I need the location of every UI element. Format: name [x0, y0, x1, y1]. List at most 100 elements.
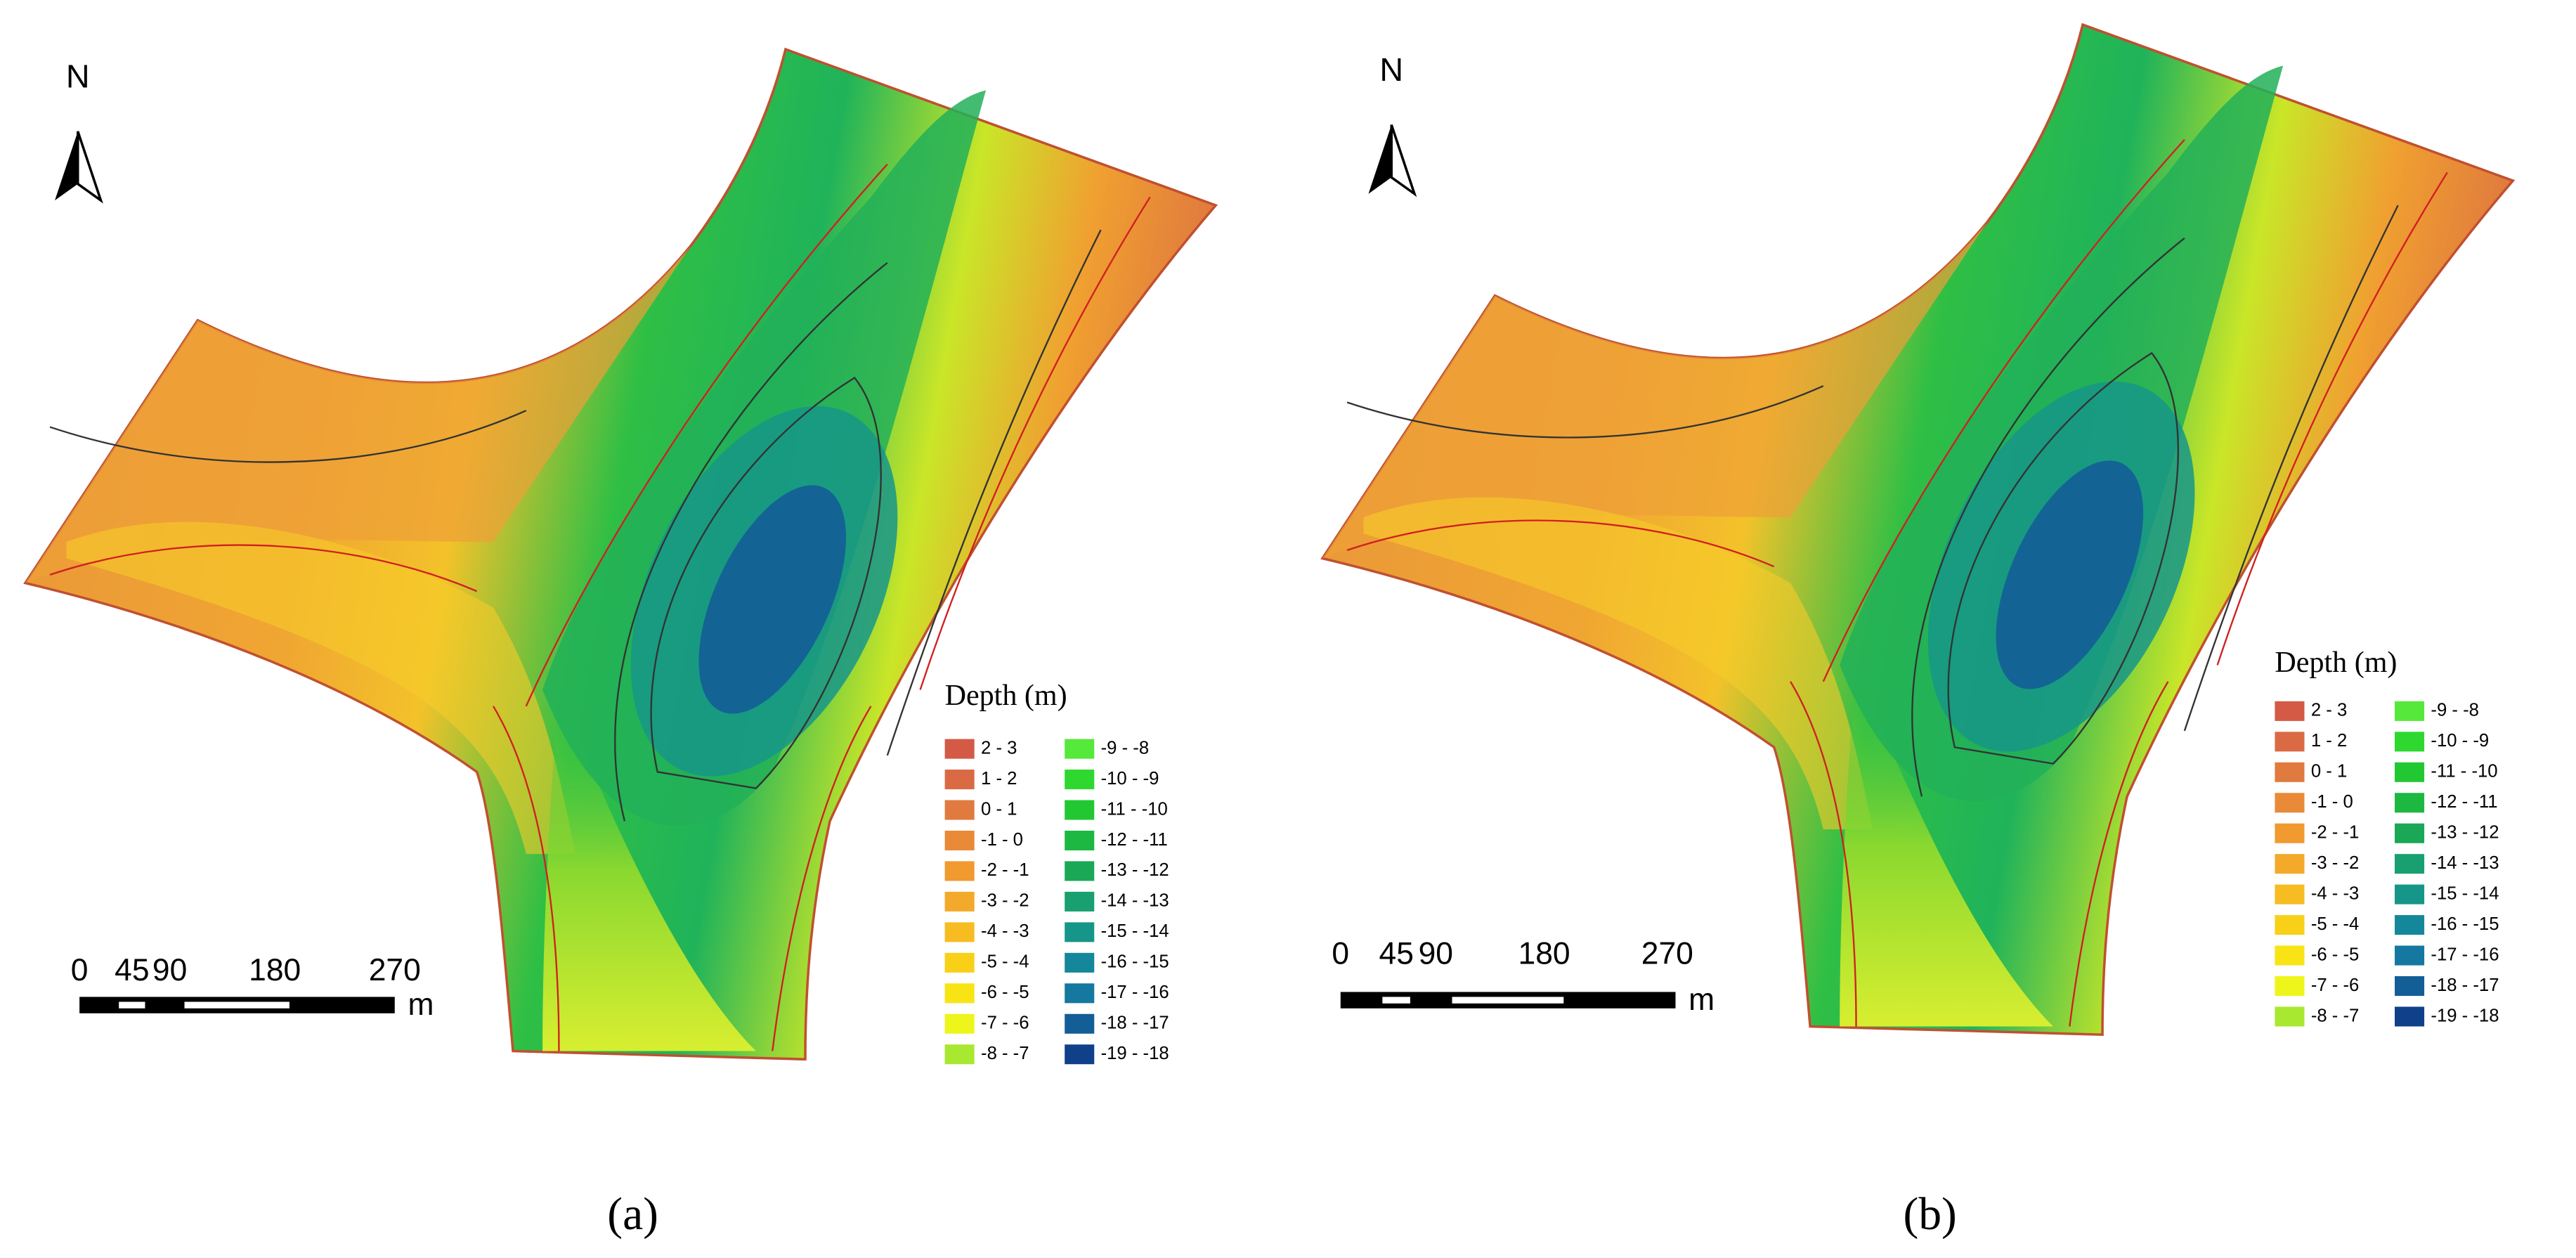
north-label: N: [66, 58, 90, 95]
legend-swatch: [1065, 739, 1095, 759]
legend-label: -3 - -2: [981, 891, 1029, 911]
legend-label: 2 - 3: [2311, 701, 2347, 720]
legend-swatch: [944, 770, 975, 790]
north-arrow: [1367, 123, 1416, 195]
legend-swatch: [944, 952, 975, 973]
legend-swatch: [944, 1013, 975, 1034]
north-arrow: [53, 130, 103, 202]
bathymetry-map-a: [24, 48, 1217, 1061]
scale-tick-label: 270: [1641, 937, 1693, 971]
legend-swatch: [2395, 915, 2425, 935]
scale-tick-label: 90: [152, 953, 187, 987]
scale-tick-label: 180: [1518, 937, 1570, 971]
legend-label: -3 - -2: [2311, 853, 2360, 873]
legend-label: -5 - -4: [2311, 914, 2360, 934]
legend-label: -1 - 0: [981, 830, 1023, 850]
legend-label: 0 - 1: [981, 799, 1017, 819]
scale-bar-segment: [184, 1001, 290, 1009]
legend-label: -19 - -18: [2431, 1006, 2499, 1025]
north-label: N: [1379, 51, 1403, 88]
scale-bar-segment: [119, 1001, 145, 1009]
legend-swatch: [944, 800, 975, 820]
legend-label: -2 - -1: [981, 860, 1029, 880]
legend-label: 1 - 2: [2311, 731, 2347, 751]
legend-swatch: [1065, 983, 1095, 1004]
scale-tick-label: 270: [369, 953, 421, 987]
legend-label: -14 - -13: [2431, 853, 2499, 873]
legend-swatch: [2275, 915, 2305, 935]
legend-swatch: [944, 983, 975, 1004]
scale-tick-label: 45: [1379, 937, 1414, 971]
scale-tick-label: 180: [249, 953, 301, 987]
legend-label: -9 - -8: [2431, 701, 2479, 720]
scale-tick-label: 0: [1332, 937, 1349, 971]
legend-label: -7 - -6: [981, 1013, 1029, 1033]
legend-swatch: [1065, 830, 1095, 851]
legend-swatch: [2395, 793, 2425, 813]
legend-label: -8 - -7: [2311, 1006, 2360, 1025]
legend-swatch: [1065, 1044, 1095, 1065]
legend-swatch: [2275, 945, 2305, 966]
legend-swatch: [2275, 823, 2305, 843]
legend-swatch: [2395, 854, 2425, 874]
legend-swatch: [2275, 793, 2305, 813]
scale-tick-label: 0: [71, 953, 89, 987]
legend-swatch: [2275, 701, 2305, 721]
legend-swatch: [2275, 732, 2305, 752]
scale-tick-label: 90: [1419, 937, 1453, 971]
legend-swatch: [2395, 884, 2425, 904]
legend-label: -11 - -10: [1101, 799, 1168, 819]
legend-label: -15 - -14: [1101, 921, 1169, 941]
legend-swatch: [2275, 1006, 2305, 1027]
legend-label: -15 - -14: [2431, 883, 2499, 903]
legend-label: -16 - -15: [1101, 952, 1169, 972]
legend-label: -7 - -6: [2311, 975, 2360, 995]
legend-swatch: [2395, 762, 2425, 782]
legend-label: -10 - -9: [2431, 731, 2489, 751]
legend-label: -19 - -18: [1101, 1044, 1169, 1063]
legend-label: -12 - -11: [1101, 830, 1168, 850]
legend-swatch: [1065, 800, 1095, 820]
scale-bar-segment: [1452, 997, 1564, 1004]
legend-swatch: [944, 891, 975, 912]
scale-unit: m: [408, 987, 434, 1022]
legend-swatch: [2275, 854, 2305, 874]
legend-label: -2 - -1: [2311, 822, 2360, 842]
legend-swatch: [2395, 732, 2425, 752]
legend-swatch: [944, 739, 975, 759]
legend-swatch: [944, 861, 975, 881]
legend-swatch: [2395, 976, 2425, 997]
legend-label: 1 - 2: [981, 769, 1017, 789]
legend-label: -17 - -16: [2431, 945, 2499, 964]
legend-label: -11 - -10: [2431, 762, 2497, 782]
legend-title: Depth (m): [945, 680, 1067, 712]
legend-title: Depth (m): [2275, 647, 2397, 679]
legend-swatch: [2395, 1006, 2425, 1027]
legend-label: -8 - -7: [981, 1044, 1029, 1063]
legend-label: -16 - -15: [2431, 914, 2499, 934]
legend-swatch: [1065, 922, 1095, 942]
scale-tick-label: 45: [115, 953, 149, 987]
scale-unit: m: [1689, 983, 1715, 1017]
legend-swatch: [2395, 823, 2425, 843]
legend-swatch: [1065, 1013, 1095, 1034]
legend-label: 0 - 1: [2311, 762, 2347, 782]
scale-bar-segment: [1382, 997, 1410, 1004]
legend-swatch: [1065, 952, 1095, 973]
legend-label: -5 - -4: [981, 952, 1029, 972]
legend-label: -12 - -11: [2431, 792, 2497, 812]
legend-label: -13 - -12: [2431, 822, 2499, 842]
legend-label: -18 - -17: [2431, 975, 2499, 995]
legend-swatch: [1065, 770, 1095, 790]
legend-swatch: [2395, 945, 2425, 966]
legend-swatch: [2275, 976, 2305, 997]
legend-swatch: [944, 922, 975, 942]
legend-swatch: [944, 830, 975, 851]
legend-label: -6 - -5: [2311, 945, 2360, 964]
legend-label: -17 - -16: [1101, 983, 1169, 1002]
panel-caption: (a): [607, 1189, 658, 1240]
legend-swatch: [1065, 891, 1095, 912]
legend-label: 2 - 3: [981, 738, 1017, 758]
legend-label: -4 - -3: [981, 921, 1029, 941]
